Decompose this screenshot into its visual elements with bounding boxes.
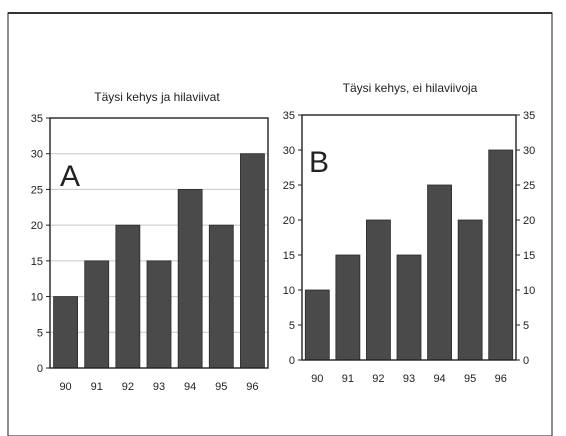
chart-a-bar (53, 296, 78, 369)
chart-b-bars (304, 149, 514, 361)
chart-a-y-tick-label: 35 (31, 113, 43, 125)
chart-a-y-tick-label: 30 (31, 149, 43, 161)
chart-a-x-tick-label: 90 (59, 381, 71, 393)
chart-b-x-tick-label: 90 (311, 373, 323, 385)
chart-a-title: Täysi kehys ja hilaviivat (94, 90, 220, 104)
chart-b-right-y-tick-label: 20 (523, 215, 535, 227)
chart-b-title: Täysi kehys, ei hilaviivoja (343, 81, 478, 95)
chart-b-bar (457, 219, 483, 361)
chart-a-y-tick-label: 15 (31, 256, 43, 268)
chart-a-letter: A (60, 160, 80, 193)
chart-b-right-y-tick-label: 15 (523, 250, 535, 262)
chart-a-x-tick-label: 92 (122, 381, 134, 393)
chart-b-letter: B (309, 146, 329, 179)
chart-b-bar (335, 254, 361, 361)
chart-a-y-ticks: 0 5 10 15 20 25 30 35 (31, 113, 50, 375)
chart-a-y-tick-label: 20 (31, 220, 43, 232)
chart-a-y-tick-label: 5 (37, 327, 43, 339)
chart-b-y-ticks: 0 5 10 15 20 25 30 35 (283, 110, 302, 367)
chart-b-x-tick-label: 93 (403, 373, 415, 385)
chart-a-bar (84, 260, 110, 369)
chart-b-x-ticks: 90 91 92 93 94 95 96 (311, 373, 507, 385)
chart-a-bar (115, 224, 141, 369)
chart-b-right-y-tick-label: 30 (523, 145, 535, 157)
chart-a-x-tick-label: 94 (184, 381, 196, 393)
top-border-line (8, 12, 552, 14)
chart-a: Täysi kehys ja hilaviivat 0 5 10 15 20 25 30 35… (31, 90, 269, 393)
chart-b-bar (427, 184, 452, 361)
chart-b-y-tick-label: 25 (283, 180, 295, 192)
chart-b-right-y-ticks: 0 5 10 15 20 25 30 35 (516, 110, 535, 367)
chart-a-x-ticks: 90 91 92 93 94 95 96 (59, 381, 258, 393)
chart-a-bar (240, 153, 265, 369)
chart-a-frame (49, 117, 269, 369)
chart-a-y-tick-label: 25 (31, 184, 43, 196)
chart-b-bar (366, 219, 391, 361)
chart-b-x-tick-label: 92 (372, 373, 384, 385)
chart-b-y-tick-label: 20 (283, 215, 295, 227)
chart-b-y-tick-label: 30 (283, 145, 295, 157)
chart-a-bar (146, 260, 172, 369)
chart-b-right-y-tick-label: 5 (523, 320, 529, 332)
chart-b-x-tick-label: 96 (495, 373, 507, 385)
chart-a-bar (177, 189, 203, 369)
chart-b-bar (396, 254, 422, 361)
chart-b-right-y-tick-label: 10 (523, 285, 535, 297)
chart-a-x-tick-label: 93 (153, 381, 165, 393)
chart-b-x-tick-label: 91 (342, 373, 354, 385)
chart-a-x-tick-label: 96 (246, 381, 258, 393)
chart-b-right-y-tick-label: 25 (523, 180, 535, 192)
chart-b-right-y-tick-label: 0 (523, 355, 529, 367)
chart-b-bar (304, 289, 330, 361)
chart-a-x-tick-label: 91 (91, 381, 103, 393)
chart-b-y-tick-label: 35 (283, 110, 295, 122)
chart-b-y-tick-label: 0 (289, 355, 295, 367)
chart-b-right-y-tick-label: 35 (523, 110, 535, 122)
chart-b-frame (301, 114, 517, 361)
chart-a-bar (208, 224, 234, 369)
chart-a-x-tick-label: 95 (215, 381, 227, 393)
chart-a-y-tick-label: 0 (37, 363, 43, 375)
chart-b-x-tick-label: 95 (464, 373, 476, 385)
chart-b-bar (488, 149, 514, 361)
chart-b-y-tick-label: 5 (289, 320, 295, 332)
chart-b-x-tick-label: 94 (433, 373, 445, 385)
chart-b-y-tick-label: 15 (283, 250, 295, 262)
chart-a-y-tick-label: 10 (31, 292, 43, 304)
chart-b-y-tick-label: 10 (283, 285, 295, 297)
chart-b: Täysi kehys, ei hilaviivoja 0 5 10 15 20 25 30… (283, 81, 536, 385)
chart-a-bars (53, 153, 265, 369)
